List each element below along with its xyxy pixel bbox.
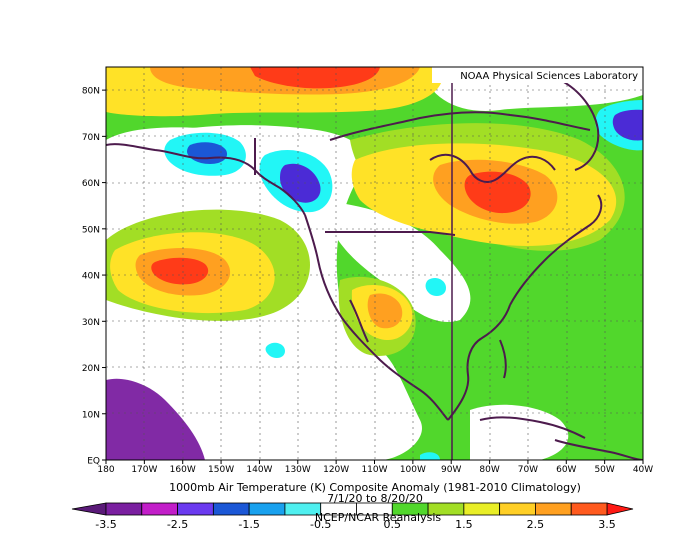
lon-label: 70W [518, 465, 538, 475]
violet-bc [280, 163, 321, 203]
watermark-text: NOAA Physical Sciences Laboratory [460, 71, 638, 82]
coast-florida [499, 339, 507, 379]
colorbar-swatch [248, 502, 286, 516]
shaded-contours [106, 67, 643, 460]
lat-label: 80N [82, 87, 100, 97]
colorbar-swatch [463, 502, 501, 516]
coast-greenland [559, 79, 600, 171]
lon-label: 100W [400, 465, 426, 475]
red-great-lakes [464, 171, 531, 214]
lon-label: 140W [246, 465, 272, 475]
red-pacific [151, 257, 209, 285]
lon-label: 50W [594, 465, 614, 475]
colorbar-swatch [177, 502, 214, 516]
colorbar-labels: -3.5 -2.5 -1.5 -0.5 0.5 1.5 2.5 3.5 [95, 518, 615, 531]
lon-label: 130W [285, 465, 311, 475]
violet-region-pacific [106, 378, 205, 460]
lon-label: 120W [323, 465, 349, 475]
violet-greenland [612, 109, 643, 141]
colorbar-label: 0.5 [384, 518, 402, 531]
lon-label: 90W [441, 465, 461, 475]
orange-mexico [367, 293, 403, 329]
cyan-small-2 [265, 342, 285, 359]
lat-label: 70N [82, 133, 100, 143]
red-top-band [250, 67, 380, 89]
colorbar-arrow-low [71, 502, 107, 516]
coast-caribbean [479, 416, 586, 439]
cyan-small-1 [425, 277, 446, 296]
title-line-2: 7/1/20 to 8/20/20 [327, 492, 423, 505]
lat-label: 50N [82, 225, 100, 235]
credit-text: NCEP/NCAR Reanalysis [315, 511, 441, 524]
colorbar-label: -1.5 [238, 518, 259, 531]
coast-hudson [429, 153, 556, 183]
cyan-small-3 [420, 452, 440, 460]
colorbar-label: -3.5 [95, 518, 116, 531]
colorbar-label: 3.5 [598, 518, 616, 531]
colorbar-swatch [212, 502, 250, 516]
coast-alaska [106, 143, 306, 216]
colorbar-swatch [499, 502, 536, 516]
lon-label: 110W [361, 465, 387, 475]
colorbar-swatch [105, 502, 143, 516]
title-line-1: 1000mb Air Temperature (K) Composite Ano… [169, 481, 581, 494]
lat-label: EQ [87, 457, 100, 467]
watermark-box [432, 67, 643, 83]
longitude-labels: 180 170W 160W 150W 140W 130W 120W 110W 100W 90W 80… [97, 460, 653, 475]
lon-label: 80W [479, 465, 499, 475]
border-us-canada [325, 231, 456, 236]
colorbar-swatch [535, 502, 572, 516]
coast-baja [349, 299, 369, 343]
lat-label: 60N [82, 179, 100, 189]
lat-label: 20N [82, 364, 100, 374]
lat-label: 30N [82, 318, 100, 328]
coast-south-america [554, 439, 643, 460]
coast-mexico-gulf [447, 304, 511, 421]
colorbar-label: 2.5 [527, 518, 545, 531]
colorbar-swatch [570, 502, 608, 516]
colorbar-label: -2.5 [167, 518, 188, 531]
lon-label: 40W [633, 465, 653, 475]
colorbar-label: 1.5 [455, 518, 473, 531]
lat-label: 10N [82, 410, 100, 420]
lat-label: 40N [82, 272, 100, 282]
lon-label: 170W [131, 465, 157, 475]
latitude-labels: EQ 10N 20N 30N 40N 50N 60N 70N 80N [82, 87, 106, 467]
colorbar-swatch [141, 502, 178, 516]
coast-east [509, 194, 603, 306]
lon-label: 160W [170, 465, 196, 475]
lon-label: 60W [556, 465, 576, 475]
colorbar [71, 502, 634, 516]
colorbar-arrow-high [606, 502, 634, 516]
colorbar-label: -0.5 [310, 518, 331, 531]
lon-label: 150W [208, 465, 234, 475]
coast-west [304, 214, 449, 421]
lon-label: 180 [97, 465, 114, 475]
